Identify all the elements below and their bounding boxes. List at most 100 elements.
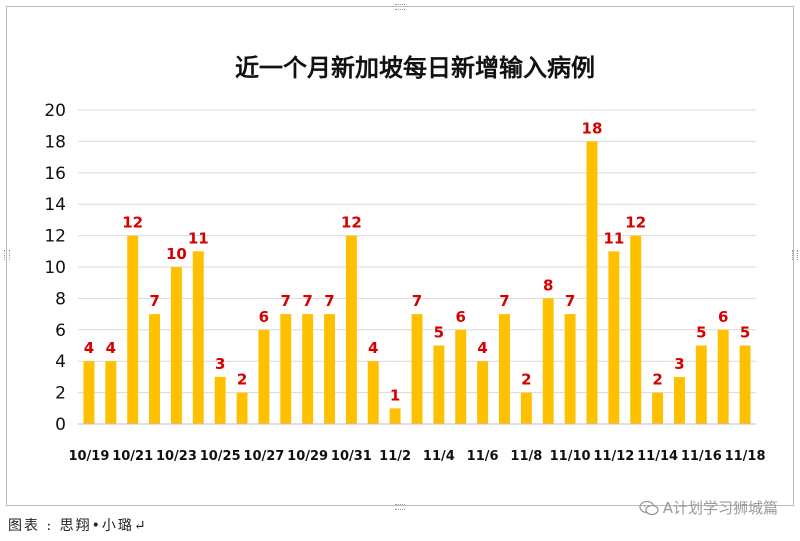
bar xyxy=(280,314,292,424)
resize-handle-top[interactable] xyxy=(395,4,405,10)
data-label: 7 xyxy=(302,292,312,310)
data-label: 7 xyxy=(149,292,159,310)
resize-handle-right[interactable] xyxy=(792,250,798,260)
y-tick-label: 2 xyxy=(55,384,66,404)
data-label: 7 xyxy=(324,292,334,310)
y-axis: 0 2 4 6 8 10 12 14 16 18 20 xyxy=(44,101,66,435)
resize-handle-bottom[interactable] xyxy=(395,504,405,510)
bar xyxy=(411,314,423,424)
x-tick-label: 10/19 xyxy=(68,449,109,464)
resize-handle-left[interactable] xyxy=(4,250,10,260)
bar xyxy=(367,361,379,424)
y-tick-label: 20 xyxy=(44,101,66,121)
data-label: 3 xyxy=(215,355,225,373)
x-tick-label: 10/23 xyxy=(156,449,197,464)
data-label: 4 xyxy=(477,339,487,357)
bar xyxy=(630,235,642,424)
data-label: 5 xyxy=(434,324,444,342)
x-tick-label: 10/27 xyxy=(243,449,284,464)
y-tick-label: 8 xyxy=(55,289,66,309)
data-label: 2 xyxy=(237,371,247,389)
bar xyxy=(389,408,401,424)
bar xyxy=(542,298,554,424)
bar xyxy=(608,251,620,424)
x-tick-label: 10/25 xyxy=(200,449,241,464)
data-label: 11 xyxy=(603,229,624,247)
data-label: 1 xyxy=(390,386,400,404)
data-label: 10 xyxy=(166,245,187,263)
bar xyxy=(673,376,685,424)
bar xyxy=(652,392,664,424)
data-label: 11 xyxy=(188,229,209,247)
data-label: 2 xyxy=(652,371,662,389)
bar xyxy=(455,329,467,424)
x-tick-label: 11/2 xyxy=(379,449,411,464)
bar xyxy=(433,345,445,424)
data-label: 6 xyxy=(259,308,269,326)
x-tick-label: 11/12 xyxy=(593,449,634,464)
data-label: 4 xyxy=(84,339,94,357)
wechat-icon xyxy=(639,500,659,515)
x-tick-label: 11/16 xyxy=(681,449,722,464)
data-label: 7 xyxy=(499,292,509,310)
bar xyxy=(477,361,489,424)
data-label: 2 xyxy=(521,371,531,389)
y-tick-label: 10 xyxy=(44,258,66,278)
data-label: 8 xyxy=(543,276,553,294)
data-label: 7 xyxy=(565,292,575,310)
gridlines xyxy=(78,109,756,425)
x-tick-label: 11/4 xyxy=(423,449,455,464)
data-label: 6 xyxy=(718,308,728,326)
data-label: 5 xyxy=(740,324,750,342)
data-label: 4 xyxy=(106,339,116,357)
bar xyxy=(83,361,95,424)
bar xyxy=(564,314,576,424)
bar xyxy=(499,314,510,424)
data-label: 12 xyxy=(625,214,646,232)
x-tick-label: 11/6 xyxy=(467,449,499,464)
data-label: 3 xyxy=(674,355,684,373)
data-label: 5 xyxy=(696,324,706,342)
x-tick-label: 11/18 xyxy=(725,449,766,464)
bar xyxy=(127,235,139,424)
chart-title: 近一个月新加坡每日新增输入病例 xyxy=(235,54,595,82)
bar xyxy=(324,314,335,424)
bar xyxy=(695,345,707,424)
data-label: 7 xyxy=(281,292,291,310)
y-tick-label: 0 xyxy=(55,415,66,435)
data-label: 4 xyxy=(368,339,378,357)
bars xyxy=(83,141,751,424)
x-tick-label: 10/31 xyxy=(331,449,372,464)
data-label: 12 xyxy=(341,214,362,232)
watermark: A计划学习狮城篇 xyxy=(639,497,778,518)
x-tick-label: 10/21 xyxy=(112,449,153,464)
bar xyxy=(520,392,532,424)
bar xyxy=(717,329,729,424)
y-tick-label: 6 xyxy=(55,321,66,341)
bar xyxy=(214,376,226,424)
bar xyxy=(739,345,751,424)
data-label: 7 xyxy=(412,292,422,310)
chart-caption: 图表 : 思翔•小璐↵ xyxy=(8,518,148,534)
bar xyxy=(302,314,314,424)
y-tick-label: 18 xyxy=(44,132,66,152)
bar xyxy=(170,267,182,424)
data-label: 18 xyxy=(582,119,603,137)
watermark-text: A计划学习狮城篇 xyxy=(662,499,778,517)
bar xyxy=(105,361,117,424)
x-tick-label: 10/29 xyxy=(287,449,328,464)
bar xyxy=(192,251,204,424)
x-tick-label: 11/14 xyxy=(637,449,678,464)
x-tick-label: 11/8 xyxy=(510,449,542,464)
data-label: 12 xyxy=(122,214,143,232)
y-tick-label: 16 xyxy=(44,164,66,184)
bar xyxy=(236,392,248,424)
y-tick-label: 4 xyxy=(55,352,66,372)
bar xyxy=(258,329,270,424)
bar xyxy=(345,235,357,424)
y-tick-label: 14 xyxy=(44,195,66,215)
x-tick-label: 11/10 xyxy=(550,449,591,464)
x-axis: 10/19 10/21 10/23 10/25 10/27 10/29 10/31 11/2 1… xyxy=(68,423,766,464)
bar xyxy=(586,141,598,424)
